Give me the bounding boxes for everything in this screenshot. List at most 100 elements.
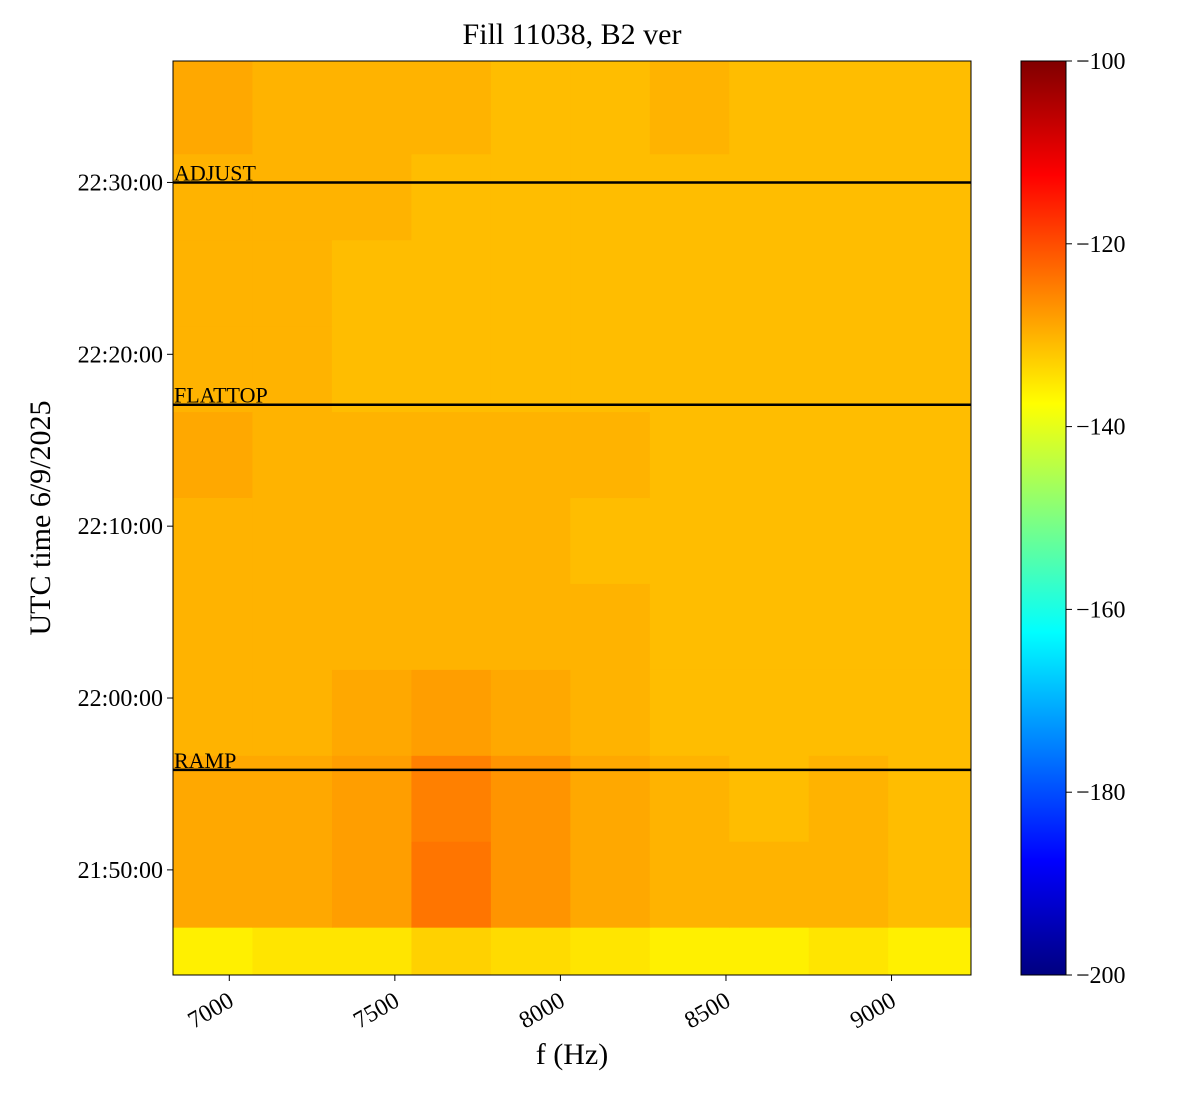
heatmap-cell [570, 411, 651, 499]
heatmap-cell [331, 583, 412, 670]
heatmap-cell [570, 669, 651, 756]
heatmap-cell [252, 669, 333, 756]
heatmap-cell [570, 927, 651, 976]
heatmap-cell [490, 669, 571, 756]
heatmap-cell [570, 755, 651, 842]
heatmap-cell [411, 669, 492, 756]
y-tick-label: 22:20:00 [78, 342, 163, 368]
heatmap-cell [570, 497, 651, 584]
heatmap-cell [649, 411, 730, 499]
heatmap-cell [331, 669, 412, 756]
heatmap-cell [490, 755, 571, 842]
colorbar-tick-label: −180 [1076, 780, 1126, 806]
heatmap-cell [888, 497, 972, 584]
heatmap-cell [649, 583, 730, 670]
heatmap-cell [729, 841, 810, 928]
heatmap-cell [411, 583, 492, 670]
heatmap-cell [570, 153, 651, 241]
heatmap-cell [808, 497, 889, 584]
heatmap-cell [331, 153, 412, 241]
heatmap-cell [729, 239, 810, 327]
heatmap-cell [649, 841, 730, 928]
x-tick-label: 7000 [184, 988, 239, 1035]
heatmap-cell [570, 841, 651, 928]
heatmap-cell [649, 497, 730, 584]
heatmap-cell [649, 325, 730, 413]
heatmap-cell [729, 153, 810, 241]
heatmap-cell [173, 325, 253, 413]
heatmap-cell [729, 61, 810, 155]
heatmap-cell [252, 841, 333, 928]
heatmap-cell [252, 497, 333, 584]
heatmap-cell [808, 61, 889, 155]
x-axis-label: f (Hz) [536, 1038, 608, 1071]
colorbar [1020, 60, 1067, 976]
heatmap-cell [888, 841, 972, 928]
event-label: FLATTOP [174, 383, 268, 408]
heatmap-cell [252, 61, 333, 155]
heatmap-cell [173, 153, 253, 241]
heatmap-cell [173, 411, 253, 499]
heatmap-cell [729, 411, 810, 499]
x-tick-label: 8000 [515, 988, 570, 1035]
heatmap-cell [729, 755, 810, 842]
heatmap-cell [490, 325, 571, 413]
heatmap-cell [729, 927, 810, 976]
heatmap-cell [411, 61, 492, 155]
heatmap-cell [729, 325, 810, 413]
heatmap-cell [411, 755, 492, 842]
heatmap-cell [808, 153, 889, 241]
heatmap-cell [649, 239, 730, 327]
heatmap-cell [252, 411, 333, 499]
heatmap-cell [888, 61, 972, 155]
heatmap-cell [411, 497, 492, 584]
heatmap-cell [331, 755, 412, 842]
heatmap-cell [490, 583, 571, 670]
heatmap-cell [808, 841, 889, 928]
y-tick-label: 22:10:00 [78, 514, 163, 540]
heatmap-cell [173, 61, 253, 155]
heatmap-cell [331, 61, 412, 155]
heatmap-cell [411, 411, 492, 499]
heatmap-cell [570, 583, 651, 670]
y-axis-label: UTC time 6/9/2025 [24, 401, 57, 636]
heatmap-cell [411, 153, 492, 241]
heatmap-cell [490, 61, 571, 155]
heatmap-cell [411, 841, 492, 928]
heatmap-cell [490, 153, 571, 241]
heatmap-cell [570, 325, 651, 413]
heatmap-cell [490, 411, 571, 499]
colorbar-tick-label: −120 [1076, 232, 1126, 258]
heatmap-cell [808, 669, 889, 756]
heatmap-cell [331, 325, 412, 413]
y-tick-label: 22:30:00 [78, 170, 163, 196]
heatmap-cell [808, 755, 889, 842]
heatmap-cell [252, 153, 333, 241]
heatmap-cell [649, 927, 730, 976]
heatmap-cell [411, 927, 492, 976]
heatmap-cell [649, 61, 730, 155]
heatmap-cell [888, 583, 972, 670]
heatmap-cell [649, 755, 730, 842]
x-tick-label: 8500 [680, 988, 735, 1035]
heatmap-cell [888, 927, 972, 976]
heatmap-cell [173, 239, 253, 327]
heatmap-cell [173, 841, 253, 928]
heatmap-cell [888, 239, 972, 327]
chart-title: Fill 11038, B2 ver [463, 18, 682, 51]
heatmap-cell [490, 239, 571, 327]
colorbar-tick-label: −100 [1076, 49, 1126, 75]
heatmap-cell [490, 927, 571, 976]
heatmap-cell [331, 497, 412, 584]
heatmap-cell [649, 153, 730, 241]
heatmap-cell [173, 497, 253, 584]
plot-frame [172, 60, 972, 976]
heatmap-cell [729, 669, 810, 756]
heatmap-cell [252, 239, 333, 327]
heatmap-cell [331, 239, 412, 327]
heatmap-cell [888, 325, 972, 413]
colorbar-tick-label: −140 [1076, 415, 1126, 441]
heatmap-cell [888, 153, 972, 241]
heatmap-cell [252, 927, 333, 976]
